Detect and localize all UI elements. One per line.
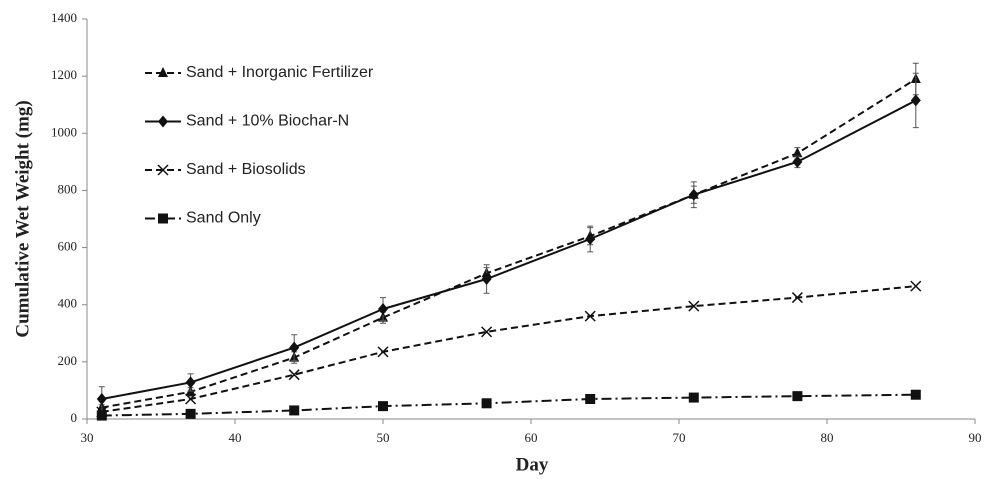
y-tick-label: 400 [58,296,78,311]
y-tick-label: 1200 [51,67,77,82]
marker [96,393,107,405]
marker [481,326,493,338]
marker [688,392,699,403]
marker [792,391,803,402]
legend-label: Sand + Biosolids [186,161,306,178]
marker [481,398,492,409]
marker [792,155,803,168]
marker [96,410,107,421]
marker [585,233,596,245]
legend-label: Sand + 10% Biochar-N [186,113,349,130]
marker [688,300,700,312]
series-line [101,99,917,400]
marker [289,341,300,354]
y-tick-label: 600 [58,239,78,254]
marker [288,369,300,381]
x-tick-label: 80 [821,430,834,445]
legend-marker [158,213,168,224]
y-tick-label: 200 [58,353,78,368]
y-tick-label: 1000 [51,124,77,139]
marker [185,376,196,389]
marker [791,292,803,304]
legend-marker [157,164,169,176]
marker [584,310,596,322]
x-tick-label: 40 [229,430,242,445]
marker [378,401,388,412]
legend-marker [158,67,168,77]
marker [289,405,300,416]
legend-label: Sand + Inorganic Fertilizer [186,64,374,81]
marker [792,147,803,158]
x-axis-title: Day [516,454,549,475]
series-line [101,285,916,413]
y-tick-label: 800 [58,181,78,196]
x-tick-label: 30 [81,430,94,445]
legend-label: Sand Only [186,210,261,227]
marker [688,188,699,201]
x-tick-label: 90 [969,430,982,445]
x-tick-label: 60 [525,430,538,445]
marker [378,303,388,315]
marker [377,346,389,358]
marker [910,94,921,107]
legend-marker [158,115,168,128]
marker [481,273,492,285]
x-tick-label: 50 [377,430,390,445]
marker [910,280,922,292]
marker [185,408,196,419]
y-tick-label: 0 [71,410,78,425]
y-axis-title: Cumulative Wet Weight (mg) [12,100,33,337]
x-tick-label: 70 [673,430,686,445]
y-tick-label: 1400 [51,10,77,25]
marker [585,394,596,404]
marker [185,393,197,405]
marker [910,389,921,400]
